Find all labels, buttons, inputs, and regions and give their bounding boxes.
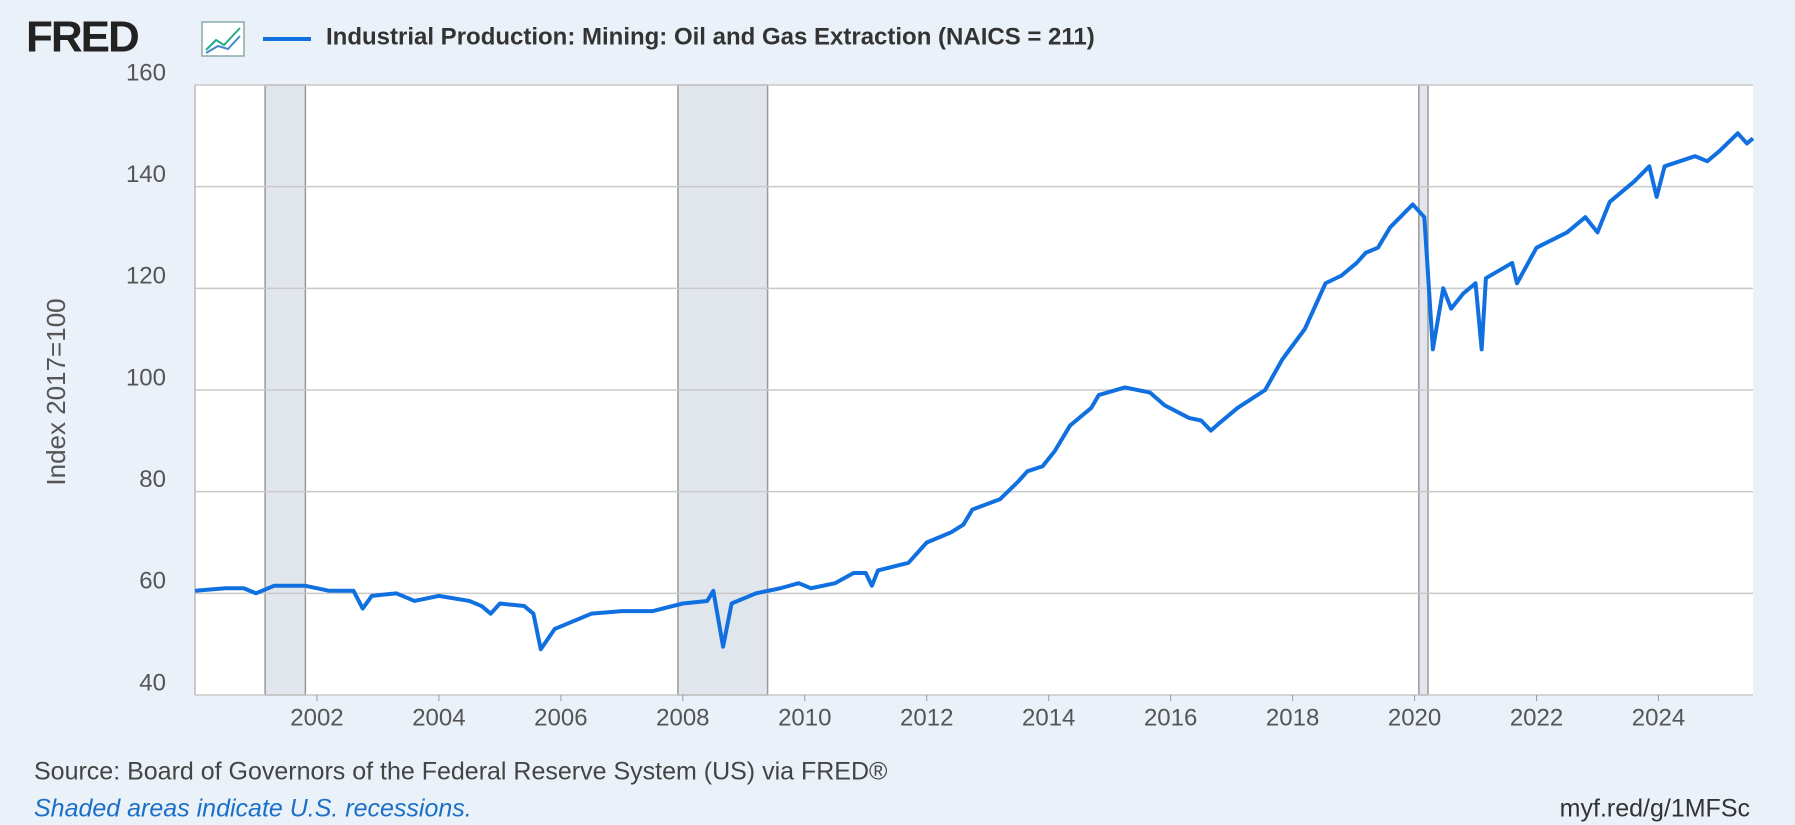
y-tick-label: 100 xyxy=(126,364,166,391)
x-tick-label: 2002 xyxy=(290,704,343,731)
x-tick-label: 2012 xyxy=(900,704,953,731)
x-tick-label: 2008 xyxy=(656,704,709,731)
y-tick-label: 160 xyxy=(126,59,166,86)
note: Shaded areas indicate U.S. recessions. xyxy=(34,795,472,823)
logo-icon xyxy=(201,21,245,57)
url: myf.red/g/1MFSc xyxy=(1560,795,1750,823)
x-tick-label: 2004 xyxy=(412,704,465,731)
grid xyxy=(194,84,1753,701)
y-axis-label: Index 2017=100 xyxy=(41,298,71,485)
x-tick-label: 2014 xyxy=(1022,704,1075,731)
y-tick-label: 120 xyxy=(126,263,166,290)
source: Source: Board of Governors of the Federa… xyxy=(34,758,888,786)
x-tick-label: 2018 xyxy=(1266,704,1319,731)
y-tick-label: 140 xyxy=(126,161,166,188)
x-tick-label: 2016 xyxy=(1144,704,1197,731)
x-tick-label: 2006 xyxy=(534,704,587,731)
x-tick-label: 2024 xyxy=(1632,704,1685,731)
y-tick-label: 60 xyxy=(139,568,166,595)
y-tick-label: 80 xyxy=(139,466,166,493)
x-tick-label: 2020 xyxy=(1388,704,1441,731)
logo: FRED xyxy=(26,13,138,62)
x-tick-label: 2022 xyxy=(1510,704,1563,731)
series xyxy=(194,131,1755,652)
x-tick-label: 2010 xyxy=(778,704,831,731)
series-line xyxy=(194,131,1755,652)
y-tick-label: 40 xyxy=(139,669,166,696)
legend-label: Industrial Production: Mining: Oil and G… xyxy=(326,23,1095,50)
